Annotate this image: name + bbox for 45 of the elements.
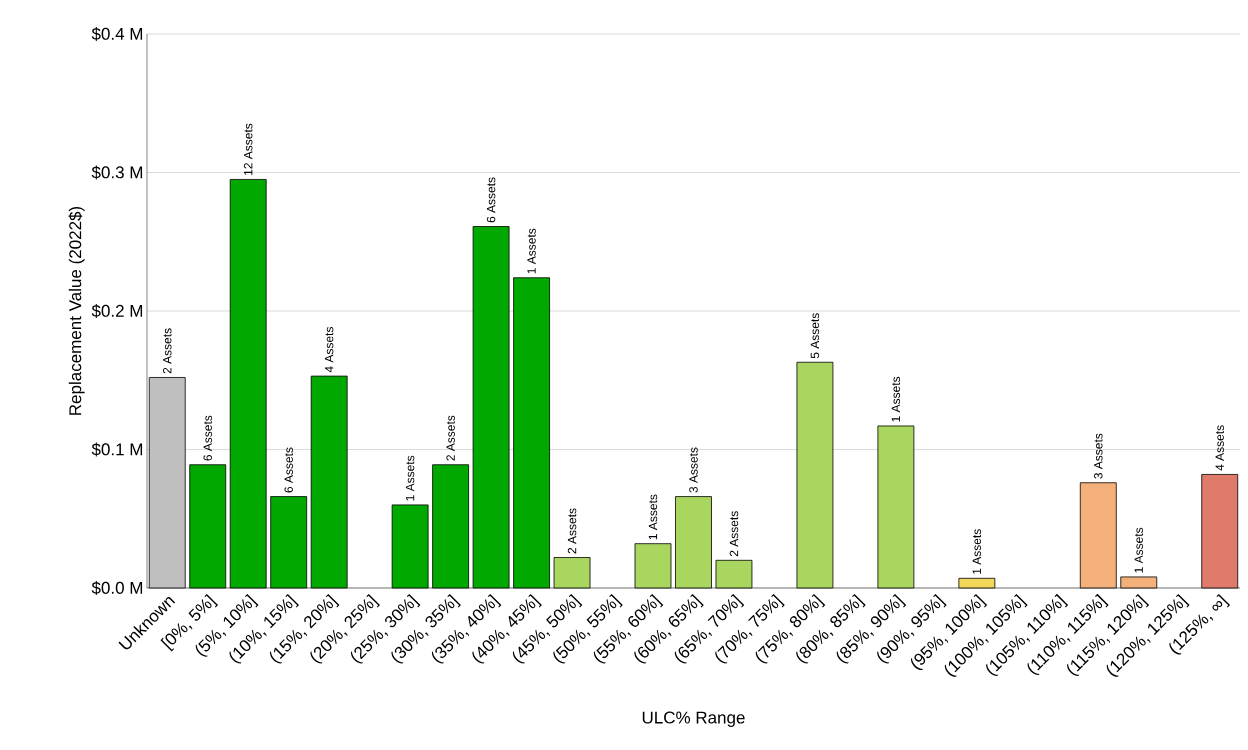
annotation: 2 Assets bbox=[163, 328, 172, 374]
annotation: 1 Assets bbox=[648, 494, 658, 540]
annotation: 1 Assets bbox=[1134, 527, 1143, 573]
bar bbox=[391, 504, 429, 589]
bar bbox=[1079, 482, 1117, 589]
bar bbox=[432, 464, 470, 589]
annotation: 6 Assets bbox=[203, 415, 212, 461]
bar bbox=[715, 559, 753, 589]
annotation: 12 Assets bbox=[243, 123, 253, 175]
bar bbox=[229, 179, 267, 589]
bar bbox=[634, 543, 672, 589]
bar bbox=[958, 577, 996, 589]
bar bbox=[796, 361, 834, 589]
x-axis-title: ULC% Range bbox=[642, 711, 745, 727]
bar bbox=[513, 277, 550, 589]
y-tick-label: $0.4 M bbox=[91, 27, 143, 41]
y-tick-label: $0.1 M bbox=[91, 442, 143, 457]
annotation: 3 Assets bbox=[689, 447, 698, 493]
annotation: 6 Assets bbox=[284, 447, 293, 493]
bar bbox=[189, 464, 227, 589]
annotation: 1 Assets bbox=[972, 529, 982, 574]
bar bbox=[877, 425, 915, 589]
annotation: 3 Assets bbox=[1094, 433, 1103, 479]
y-tick-label: $0.3 M bbox=[91, 165, 143, 180]
bar bbox=[472, 226, 510, 589]
annotation: 4 Assets bbox=[1215, 425, 1224, 471]
annotation: 6 Assets bbox=[486, 177, 496, 223]
annotation: 5 Assets bbox=[810, 313, 820, 359]
annotation: 1 Assets bbox=[527, 228, 536, 274]
annotation: 2 Assets bbox=[446, 415, 455, 461]
annotation: 1 Assets bbox=[891, 376, 901, 422]
bar bbox=[1120, 576, 1158, 589]
annotation: 1 Assets bbox=[405, 455, 415, 501]
annotation: 4 Assets bbox=[324, 326, 334, 373]
bar bbox=[553, 557, 591, 589]
y-axis-title: Replacement Value (2022$) bbox=[68, 206, 85, 415]
y-tick-label: $0.0 M bbox=[91, 581, 143, 595]
bar bbox=[1201, 474, 1239, 589]
y-tick-label: $0.2 M bbox=[91, 304, 143, 318]
bar bbox=[310, 375, 348, 589]
annotation: 2 Assets bbox=[567, 508, 577, 554]
bar bbox=[148, 377, 186, 589]
annotation: 2 Assets bbox=[729, 511, 739, 557]
bar bbox=[270, 496, 308, 589]
bar bbox=[675, 496, 712, 589]
